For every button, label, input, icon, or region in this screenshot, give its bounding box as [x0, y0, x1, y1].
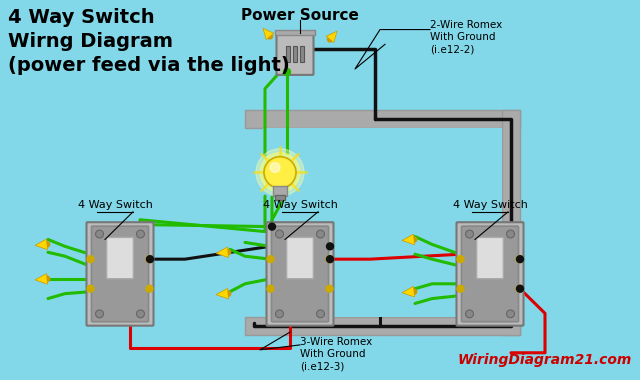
Bar — [300, 46, 304, 62]
Circle shape — [457, 285, 464, 292]
Circle shape — [87, 256, 94, 263]
Circle shape — [95, 310, 104, 318]
Circle shape — [457, 256, 464, 263]
Circle shape — [136, 310, 145, 318]
Text: 2-Wire Romex
With Ground
(i.e12-2): 2-Wire Romex With Ground (i.e12-2) — [430, 20, 502, 54]
Polygon shape — [263, 28, 274, 40]
Circle shape — [225, 291, 230, 296]
Text: Power Source: Power Source — [241, 8, 359, 23]
Circle shape — [270, 163, 280, 173]
FancyBboxPatch shape — [86, 222, 154, 326]
Polygon shape — [402, 234, 415, 245]
Circle shape — [465, 230, 474, 238]
Circle shape — [317, 310, 324, 318]
Circle shape — [516, 256, 523, 263]
Circle shape — [44, 276, 50, 282]
FancyBboxPatch shape — [266, 222, 333, 326]
FancyBboxPatch shape — [287, 238, 314, 279]
Circle shape — [87, 285, 94, 292]
Circle shape — [326, 256, 333, 263]
Circle shape — [136, 230, 145, 238]
Circle shape — [146, 256, 153, 263]
Bar — [286, 46, 290, 62]
Circle shape — [147, 256, 154, 263]
Circle shape — [412, 237, 417, 242]
Bar — [275, 195, 285, 200]
Circle shape — [225, 250, 230, 255]
Circle shape — [326, 285, 333, 292]
Bar — [273, 186, 287, 196]
FancyBboxPatch shape — [276, 33, 314, 75]
Circle shape — [267, 256, 274, 263]
Circle shape — [506, 310, 515, 318]
Polygon shape — [216, 247, 228, 258]
Text: 4 Way Switch: 4 Way Switch — [77, 200, 152, 210]
Polygon shape — [35, 239, 47, 250]
Circle shape — [275, 310, 284, 318]
Circle shape — [326, 243, 333, 250]
Circle shape — [328, 37, 332, 42]
FancyBboxPatch shape — [271, 226, 328, 322]
Circle shape — [326, 256, 333, 263]
Circle shape — [516, 285, 524, 292]
Circle shape — [264, 157, 296, 188]
FancyBboxPatch shape — [456, 222, 524, 326]
Circle shape — [284, 68, 291, 75]
Circle shape — [260, 153, 300, 192]
FancyBboxPatch shape — [461, 226, 518, 322]
Bar — [293, 46, 297, 62]
Text: 4 Way Switch: 4 Way Switch — [452, 200, 527, 210]
Circle shape — [516, 285, 523, 292]
Circle shape — [267, 285, 274, 292]
Polygon shape — [402, 287, 415, 297]
Circle shape — [256, 149, 304, 196]
Text: 3-Wire Romex
With Ground
(i.e12-3): 3-Wire Romex With Ground (i.e12-3) — [300, 337, 372, 372]
Bar — [245, 110, 520, 128]
FancyBboxPatch shape — [477, 238, 504, 279]
Circle shape — [317, 230, 324, 238]
Circle shape — [506, 230, 515, 238]
Circle shape — [95, 230, 104, 238]
Circle shape — [275, 230, 284, 238]
Bar — [502, 110, 520, 335]
Circle shape — [146, 285, 153, 292]
Circle shape — [516, 256, 524, 263]
Polygon shape — [326, 31, 337, 43]
Circle shape — [465, 310, 474, 318]
Bar — [245, 317, 520, 335]
Text: 4 Way Switch: 4 Way Switch — [262, 200, 337, 210]
FancyBboxPatch shape — [92, 226, 148, 322]
Text: WiringDiagram21.com: WiringDiagram21.com — [458, 353, 632, 367]
Bar — [263, 128, 502, 317]
FancyBboxPatch shape — [107, 238, 133, 279]
Circle shape — [412, 289, 417, 294]
Circle shape — [268, 34, 273, 39]
Text: 4 Way Switch
Wirng Diagram
(power feed via the light): 4 Way Switch Wirng Diagram (power feed v… — [8, 8, 290, 75]
Circle shape — [269, 223, 275, 230]
Polygon shape — [35, 274, 47, 284]
Bar — [275, 30, 315, 35]
Polygon shape — [216, 288, 228, 299]
Circle shape — [44, 242, 50, 247]
